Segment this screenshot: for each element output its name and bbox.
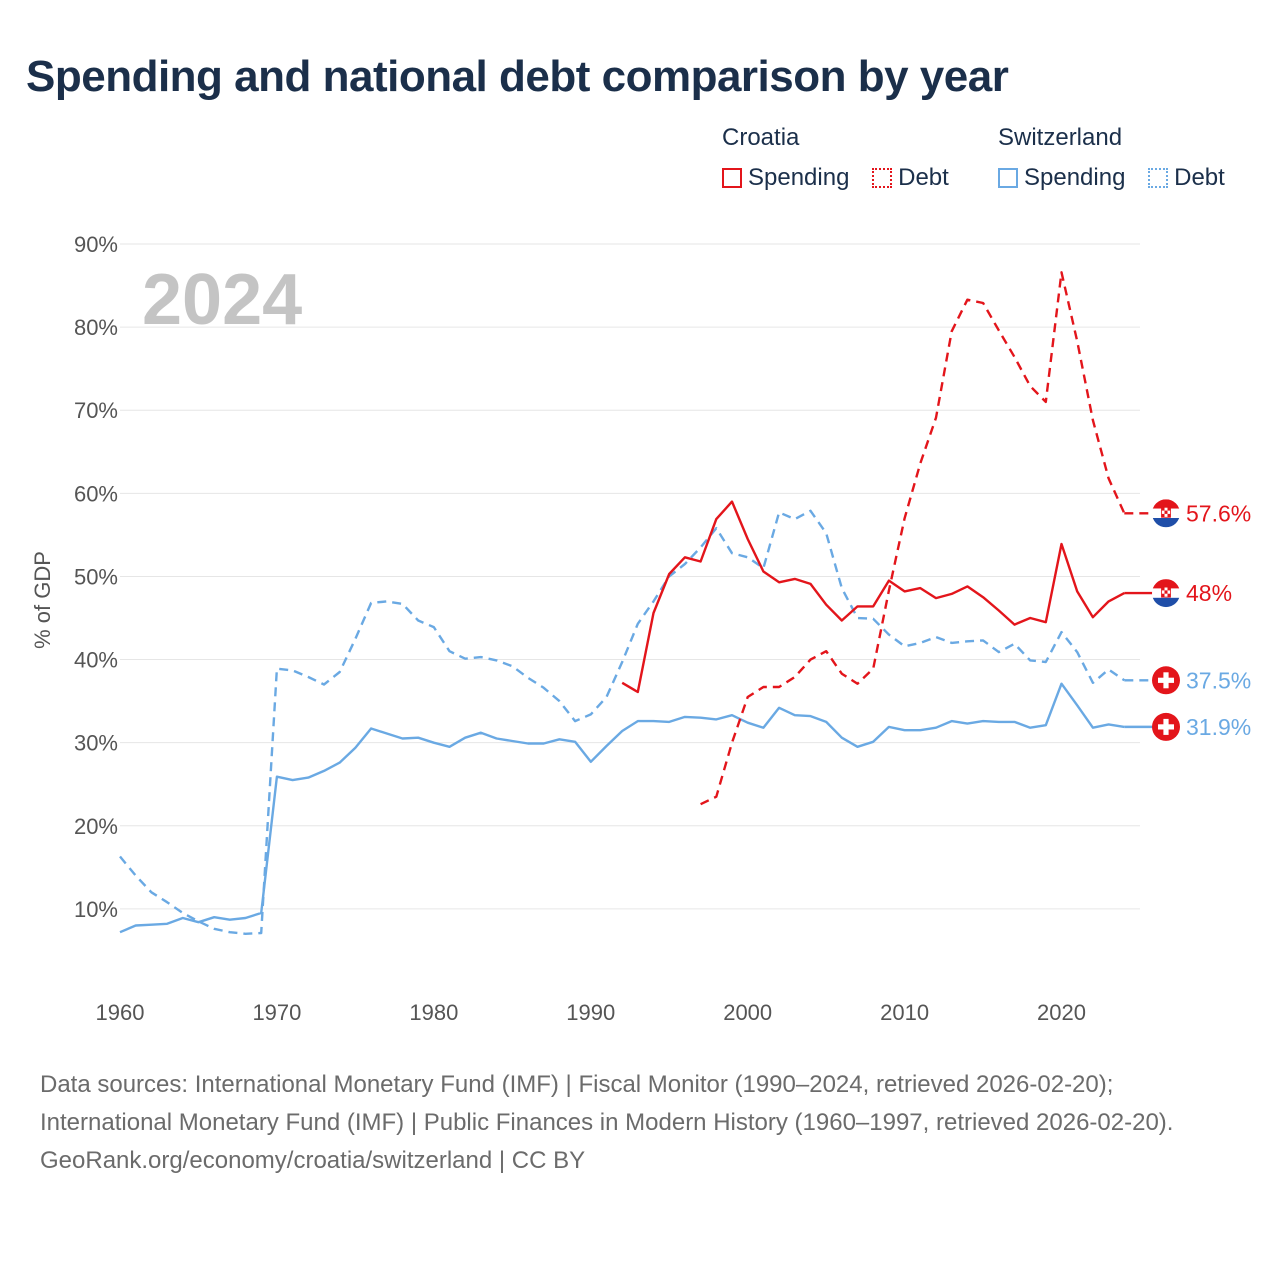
legend-item-switzerland-spending[interactable]: Spending: [998, 164, 1125, 192]
flag-cross-h: [1158, 677, 1174, 683]
flag-check: [1167, 593, 1171, 597]
end-value-label: 31.9%: [1186, 714, 1251, 740]
switzerland-flag-icon: [1152, 666, 1180, 695]
flag-check: [1164, 590, 1168, 594]
flag-check: [1164, 510, 1168, 514]
legend-group-name-switzerland: Switzerland: [998, 124, 1123, 151]
legend-label-croatia-debt: Debt: [898, 164, 949, 191]
x-tick-label: 2000: [723, 1000, 772, 1025]
legend-swatch-switzerland-debt: [1148, 168, 1169, 188]
legend-item-switzerland-debt[interactable]: Debt: [1148, 164, 1225, 192]
y-tick-label: 50%: [74, 564, 118, 589]
x-tick-label: 2020: [1037, 1000, 1086, 1025]
series-line-switzerland-spending: [119, 682, 1125, 934]
y-tick-label: 70%: [74, 398, 118, 423]
series-line-croatia-debt: [700, 271, 1126, 806]
legend-swatch-croatia-debt: [872, 168, 893, 188]
flag-stripe-red: [1152, 579, 1180, 589]
flag-stripe-blue: [1152, 518, 1180, 528]
x-tick-label: 1960: [96, 1000, 145, 1025]
chart-title: Spending and national debt comparison by…: [26, 52, 1009, 101]
flag-check: [1161, 587, 1165, 591]
footer: Data sources: International Monetary Fun…: [40, 1066, 1240, 1180]
y-tick-label: 10%: [74, 897, 118, 922]
end-value-label: 37.5%: [1186, 667, 1251, 693]
year-watermark: 2024: [142, 260, 302, 340]
credit-text[interactable]: GeoRank.org/economy/croatia/switzerland …: [40, 1147, 586, 1174]
x-tick-label: 1970: [252, 1000, 301, 1025]
legend-group-name-croatia: Croatia: [722, 124, 800, 151]
series-line-croatia-spending: [621, 500, 1125, 694]
x-tick-label: 1980: [409, 1000, 458, 1025]
flag-check: [1161, 507, 1165, 511]
flag-check: [1161, 593, 1165, 597]
end-value-label: 57.6%: [1186, 500, 1251, 526]
flag-cross-h: [1158, 724, 1174, 730]
y-tick-label: 20%: [74, 814, 118, 839]
y-tick-label: 60%: [74, 481, 118, 506]
flag-check: [1167, 513, 1171, 518]
legend-label-croatia-spending: Spending: [748, 164, 850, 191]
flag-stripe-blue: [1152, 597, 1180, 608]
legend-croatia: Croatia Spending Debt: [722, 124, 965, 195]
flag-check: [1167, 507, 1171, 511]
x-tick-label: 2010: [880, 1000, 929, 1025]
data-sources-text: Data sources: International Monetary Fun…: [40, 1071, 1174, 1136]
croatia-flag-icon: [1152, 499, 1180, 528]
legend-item-croatia-spending[interactable]: Spending: [722, 164, 849, 192]
x-tick-label: 1990: [566, 1000, 615, 1025]
legend-swatch-croatia-spending: [722, 168, 742, 188]
flag-stripe-red: [1152, 499, 1180, 509]
legend-switzerland: Switzerland Spending Debt: [998, 124, 1241, 195]
croatia-flag-icon: [1152, 579, 1180, 608]
legend-swatch-switzerland-spending: [998, 168, 1018, 188]
flag-check: [1161, 513, 1165, 518]
y-tick-label: 30%: [74, 731, 118, 756]
switzerland-flag-icon: [1152, 712, 1180, 741]
y-tick-label: 80%: [74, 315, 118, 340]
y-tick-label: 40%: [74, 648, 118, 673]
line-chart: 10% 20% 30% 40% 50% 60% 70% 80% 90% 1960 1970 1980 1…: [30, 232, 1251, 1025]
legend-label-switzerland-spending: Spending: [1024, 164, 1126, 191]
y-tick-label: 90%: [74, 232, 118, 257]
legend-item-croatia-debt[interactable]: Debt: [872, 164, 949, 192]
flag-check: [1167, 587, 1171, 591]
y-axis-label: % of GDP: [30, 551, 55, 649]
series-line-switzerland-debt: [119, 509, 1125, 935]
end-value-label: 48%: [1186, 580, 1232, 606]
legend-label-switzerland-debt: Debt: [1174, 164, 1225, 191]
